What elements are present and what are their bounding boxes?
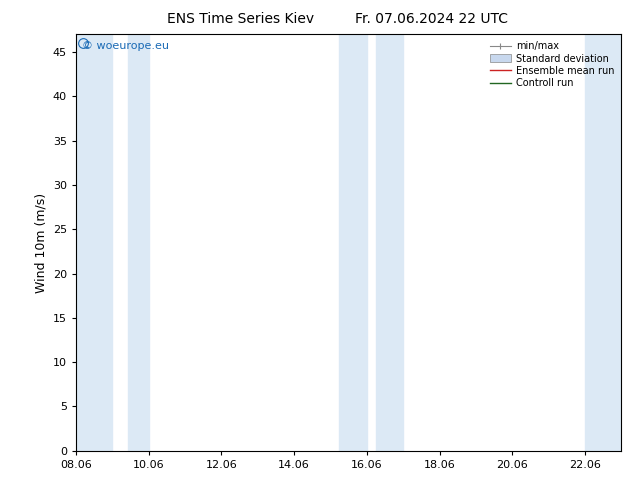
Text: ENS Time Series Kiev: ENS Time Series Kiev (167, 12, 314, 26)
Legend: min/max, Standard deviation, Ensemble mean run, Controll run: min/max, Standard deviation, Ensemble me… (488, 39, 616, 90)
Bar (585, 34, 621, 451)
Bar (129, 34, 149, 451)
Bar (375, 34, 403, 451)
Text: Fr. 07.06.2024 22 UTC: Fr. 07.06.2024 22 UTC (354, 12, 508, 26)
Y-axis label: Wind 10m (m/s): Wind 10m (m/s) (34, 193, 48, 293)
Text: © woeurope.eu: © woeurope.eu (82, 41, 169, 50)
Bar (76, 34, 112, 451)
Bar (339, 34, 367, 451)
